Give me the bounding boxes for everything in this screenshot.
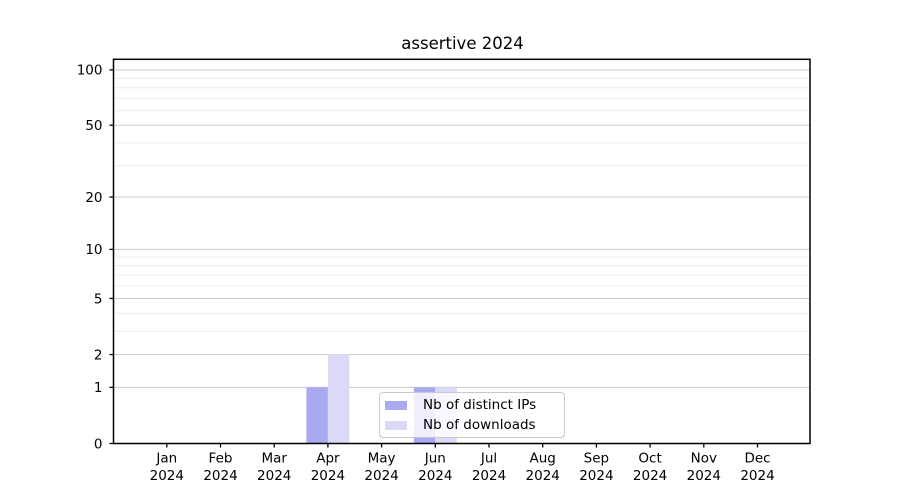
x-tick-label: Sep 2024 <box>579 451 613 485</box>
x-tick-label: Jul 2024 <box>472 451 506 485</box>
x-tick-label: Dec 2024 <box>740 451 774 485</box>
y-tick-label: 0 <box>94 436 103 452</box>
x-tick-label: Aug 2024 <box>526 451 560 485</box>
y-tick-label: 20 <box>85 190 102 206</box>
y-tick-label: 50 <box>85 118 102 134</box>
x-tick-label: Nov 2024 <box>687 451 721 485</box>
y-tick-label: 2 <box>94 347 103 363</box>
y-tick-label: 100 <box>77 63 103 79</box>
bar-downloads-apr-2024 <box>327 354 350 444</box>
legend: Nb of distinct IPs Nb of downloads <box>379 392 565 438</box>
legend-swatch-downloads <box>385 420 407 430</box>
legend-label-downloads: Nb of downloads <box>423 416 536 433</box>
x-tick-label: Mar 2024 <box>257 451 291 485</box>
x-tick-label: Jan 2024 <box>150 451 184 485</box>
chart-title: assertive 2024 <box>401 34 524 53</box>
y-tick-label: 5 <box>94 291 103 307</box>
legend-item-distinct-ips: Nb of distinct IPs <box>385 397 558 414</box>
bar-distinct-ips-apr-2024 <box>306 387 328 444</box>
x-tick-label: Feb 2024 <box>203 451 237 485</box>
axes-frame <box>112 58 811 445</box>
x-tick-label: Oct 2024 <box>633 451 667 485</box>
x-tick-label: May 2024 <box>364 451 398 485</box>
legend-label-distinct-ips: Nb of distinct IPs <box>423 396 537 413</box>
legend-item-downloads: Nb of downloads <box>385 417 558 434</box>
x-tick-label: Jun 2024 <box>418 451 452 485</box>
y-tick-label: 10 <box>85 242 102 258</box>
y-tick-label: 1 <box>94 380 103 396</box>
legend-swatch-distinct-ips <box>385 400 407 410</box>
x-tick-label: Apr 2024 <box>311 451 345 485</box>
